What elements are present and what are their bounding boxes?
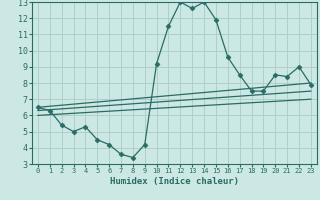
X-axis label: Humidex (Indice chaleur): Humidex (Indice chaleur) [110, 177, 239, 186]
